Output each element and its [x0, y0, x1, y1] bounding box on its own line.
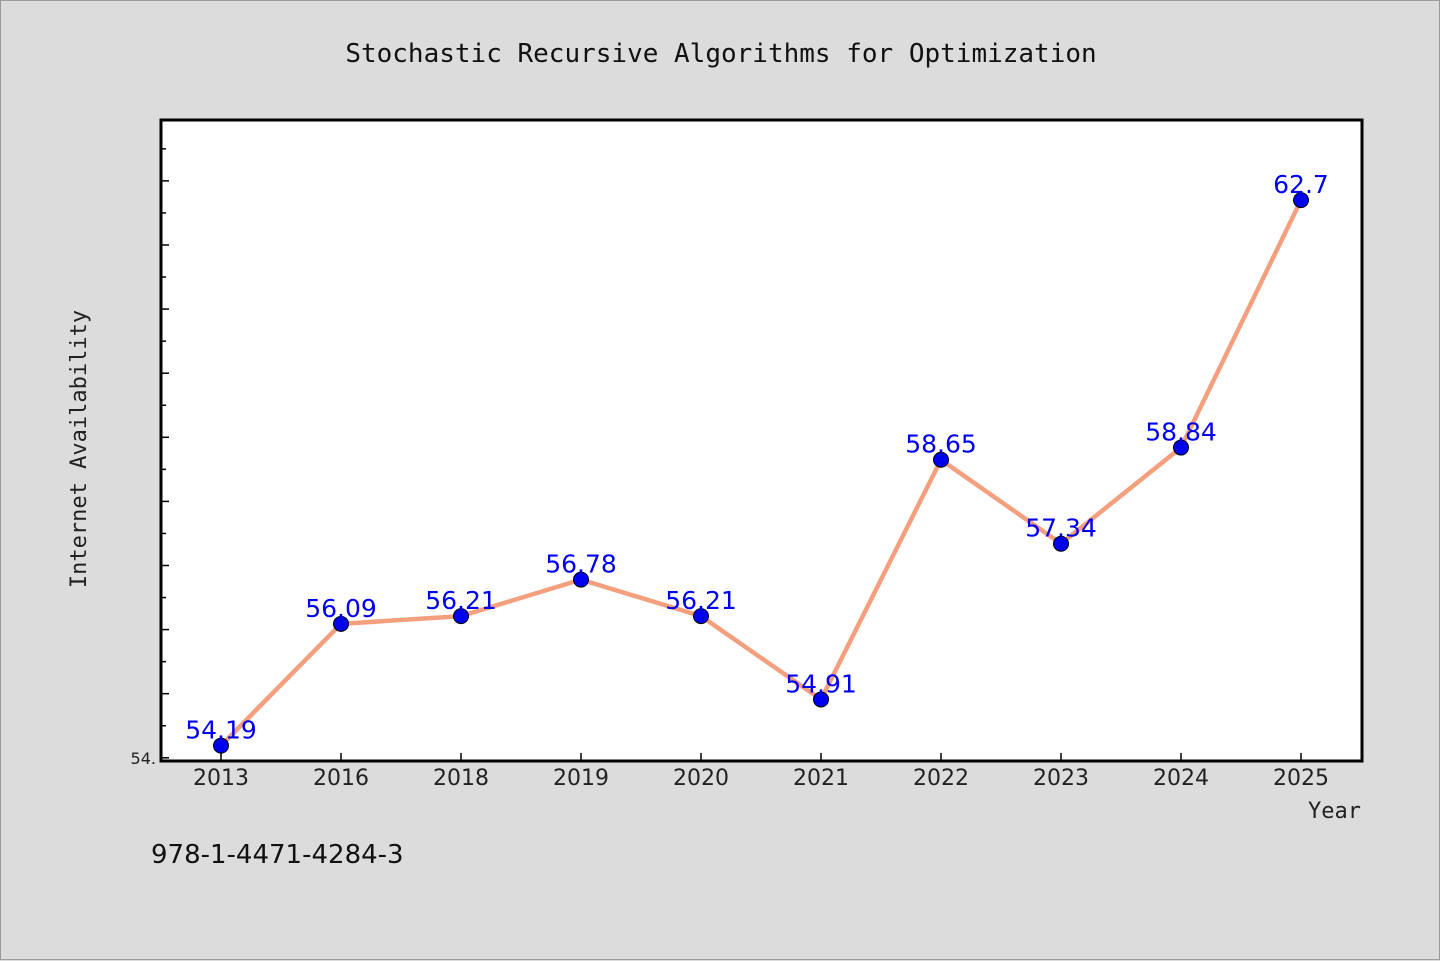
- x-axis-title: Year: [1308, 799, 1361, 824]
- data-label: 62.7: [1273, 170, 1329, 199]
- data-point: [1053, 535, 1069, 552]
- y-axis-title: Internet Availability: [67, 310, 92, 588]
- isbn-text: 978-1-4471-4284-3: [151, 840, 404, 870]
- data-point: [453, 608, 469, 625]
- x-tick-label: 2016: [313, 766, 369, 791]
- data-label: 56.21: [665, 586, 737, 615]
- y-axis-ticks: 54.: [131, 148, 169, 768]
- data-label: 58.84: [1145, 418, 1217, 447]
- plot-area: [159, 118, 1364, 763]
- data-label: 58.65: [905, 430, 977, 459]
- series-line: [218, 197, 1304, 748]
- x-tick-label: 2020: [673, 766, 729, 791]
- data-point: [213, 737, 229, 754]
- y-tick-label: 54.: [131, 749, 156, 768]
- x-tick-label: 2019: [553, 766, 609, 791]
- data-label: 54.19: [185, 716, 257, 745]
- data-point: [1173, 439, 1189, 456]
- data-point: [573, 571, 589, 588]
- data-point: [813, 691, 829, 708]
- x-tick-label: 2021: [793, 766, 849, 791]
- data-label: 56.09: [305, 594, 377, 623]
- x-tick-label: 2013: [193, 766, 249, 791]
- chart-title: Stochastic Recursive Algorithms for Opti…: [345, 39, 1096, 69]
- x-tick-label: 2024: [1153, 766, 1209, 791]
- x-tick-label: 2023: [1033, 766, 1089, 791]
- data-point: [1293, 192, 1309, 209]
- data-label: 57.34: [1025, 514, 1097, 543]
- data-label: 56.21: [425, 586, 497, 615]
- data-label: 54.91: [785, 669, 857, 698]
- data-label: 56.78: [545, 550, 617, 579]
- x-axis-ticks: 2013 2016 2018 2019 2020 2021 2022 2023 2024 2025: [193, 753, 1329, 791]
- x-tick-label: 2018: [433, 766, 489, 791]
- x-tick-label: 2025: [1273, 766, 1329, 791]
- data-labels: 54.19 56.09 56.21 56.78 56.21 54.91 58.65 57.34…: [185, 170, 1329, 744]
- series-group: [213, 192, 1309, 754]
- data-point: [693, 608, 709, 625]
- data-point: [933, 451, 949, 468]
- data-point: [333, 615, 349, 632]
- x-tick-label: 2022: [913, 766, 969, 791]
